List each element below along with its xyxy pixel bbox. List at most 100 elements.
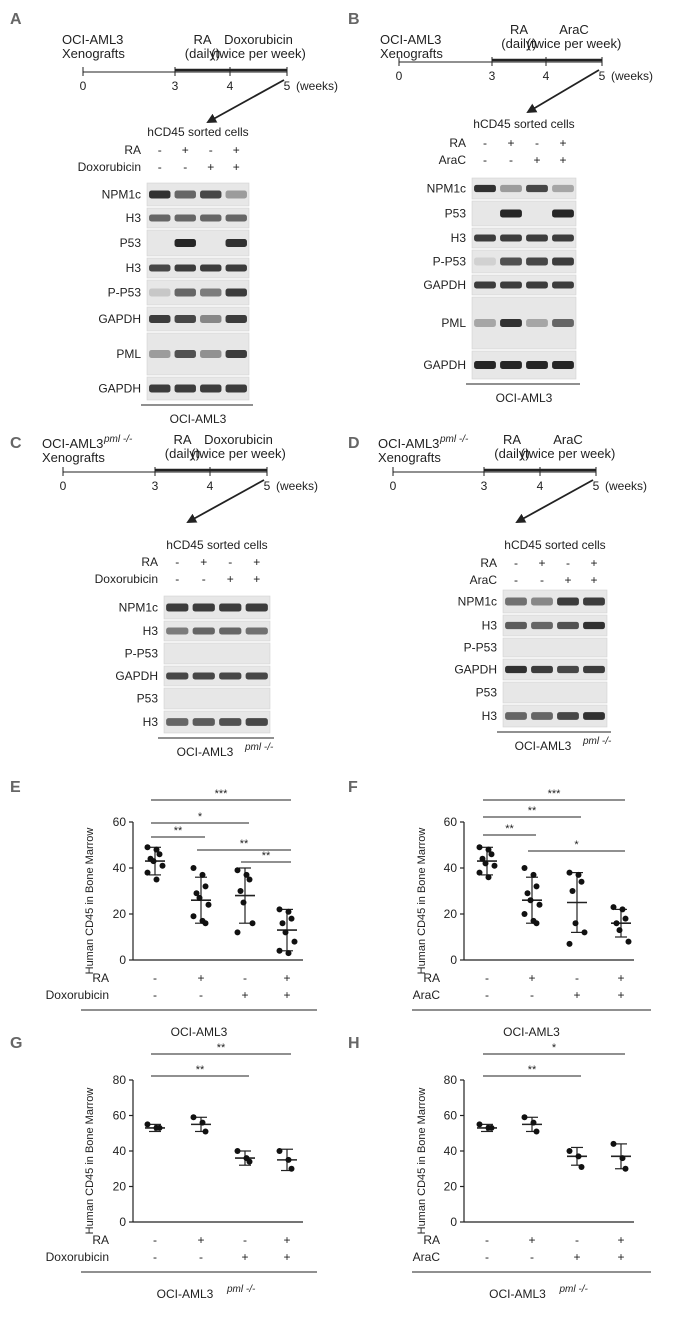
blot-condition-label: RA — [449, 136, 466, 150]
data-point — [491, 862, 498, 869]
blot-header: hCD45 sorted cells — [147, 125, 248, 139]
blot-band — [500, 361, 522, 369]
timeline-treatment-2: Doxorubicin — [204, 432, 273, 447]
blot-condition-label: Doxorubicin — [78, 160, 141, 174]
blot-condition-sign: - — [158, 160, 162, 174]
y-axis-label: Human CD45 in Bone Marrow — [84, 1088, 96, 1235]
blot-condition-sign: - — [514, 556, 518, 570]
data-point — [276, 906, 283, 913]
blot-condition-sign: + — [559, 153, 566, 167]
data-point — [159, 862, 166, 869]
blot-band — [225, 384, 247, 393]
panel-letter-H: H — [348, 1035, 360, 1052]
data-point — [485, 846, 492, 853]
blot-row-label: H3 — [482, 709, 498, 723]
blot-band — [500, 209, 522, 218]
data-point — [610, 904, 617, 911]
y-tick-label: 60 — [113, 1109, 127, 1123]
blot-condition-label: AraC — [439, 153, 467, 167]
significance-label: ** — [262, 850, 271, 862]
condition-label: Doxorubicin — [46, 988, 109, 1002]
blot-condition-sign: - — [228, 555, 232, 569]
blot-band — [531, 665, 553, 674]
blot-band — [174, 350, 196, 358]
timeline-unit: (weeks) — [605, 479, 647, 493]
timeline-tick-label: 3 — [481, 479, 488, 493]
blot-strip — [471, 227, 577, 249]
data-point — [190, 1114, 197, 1121]
blot-condition-sign: - — [514, 573, 518, 587]
blot-strip — [471, 177, 577, 200]
y-tick-label: 80 — [444, 1073, 458, 1087]
data-point — [521, 1114, 528, 1121]
condition-sign: - — [153, 1250, 157, 1264]
condition-sign: - — [575, 1233, 579, 1247]
blot-band — [245, 627, 268, 635]
blot-condition-sign: + — [590, 573, 597, 587]
blot-band — [200, 288, 222, 297]
blot-band — [505, 665, 527, 674]
condition-label: AraC — [413, 988, 441, 1002]
condition-label: Doxorubicin — [46, 1250, 109, 1264]
blot-condition-label: RA — [141, 555, 158, 569]
condition-sign: + — [283, 1233, 290, 1247]
data-point — [276, 1148, 283, 1154]
blot-condition-sign: + — [559, 136, 566, 150]
condition-sign: - — [485, 1250, 489, 1264]
blot-condition-label: AraC — [470, 573, 498, 587]
data-point — [578, 1163, 585, 1170]
blot-strip — [146, 376, 250, 401]
blot-row-label: P-P53 — [464, 641, 498, 655]
y-tick-label: 0 — [119, 953, 126, 967]
blot-strip — [146, 332, 250, 376]
blot-band — [552, 184, 574, 193]
blot-condition-sign: + — [200, 555, 207, 569]
condition-sign: + — [528, 971, 535, 985]
data-point — [530, 1119, 537, 1126]
blot-band — [552, 361, 574, 369]
condition-sign: - — [530, 988, 534, 1002]
blot-band — [174, 288, 196, 297]
timeline-treatment-2: AraC — [559, 22, 589, 37]
data-point — [285, 908, 292, 915]
blot-band — [225, 190, 247, 199]
y-tick-label: 20 — [444, 907, 458, 921]
blot-band — [149, 214, 171, 222]
significance-label: * — [574, 839, 579, 851]
blot-condition-sign: - — [509, 153, 513, 167]
condition-sign: + — [241, 988, 248, 1002]
blot-condition-sign: - — [566, 556, 570, 570]
significance-label: ** — [505, 823, 514, 835]
condition-sign: + — [528, 1233, 535, 1247]
panel-letter-G: G — [10, 1035, 22, 1052]
timeline-tick-label: 5 — [599, 69, 606, 83]
data-point — [153, 846, 160, 853]
data-point — [249, 920, 256, 927]
blot-cell-line-superscript: pml -/- — [244, 742, 274, 753]
blot-band — [174, 264, 196, 272]
blot-band — [583, 597, 605, 606]
condition-sign: - — [243, 1233, 247, 1247]
blot-condition-sign: + — [207, 160, 214, 174]
data-point — [279, 920, 286, 927]
blot-row-label: NPM1c — [458, 595, 497, 609]
data-point — [190, 865, 197, 871]
blot-band — [583, 665, 605, 674]
blot-condition-sign: - — [483, 136, 487, 150]
blot-row-label: GAPDH — [115, 669, 158, 683]
data-point — [476, 869, 483, 876]
blot-condition-sign: + — [233, 160, 240, 174]
timeline-tick-label: 0 — [60, 479, 67, 493]
blot-band — [526, 319, 548, 327]
cell-line-label: OCI-AML3 — [489, 1287, 546, 1301]
blot-band — [166, 672, 189, 680]
blot-strip — [163, 710, 271, 734]
blot-band — [200, 214, 222, 222]
blot-header: hCD45 sorted cells — [504, 538, 605, 552]
blot-band — [166, 718, 189, 726]
blot-strip — [146, 182, 250, 207]
blot-row-label: NPM1c — [427, 182, 466, 196]
blot-band — [552, 319, 574, 327]
timeline-treatment-1-schedule: (daily) — [501, 36, 536, 51]
condition-sign: - — [243, 971, 247, 985]
